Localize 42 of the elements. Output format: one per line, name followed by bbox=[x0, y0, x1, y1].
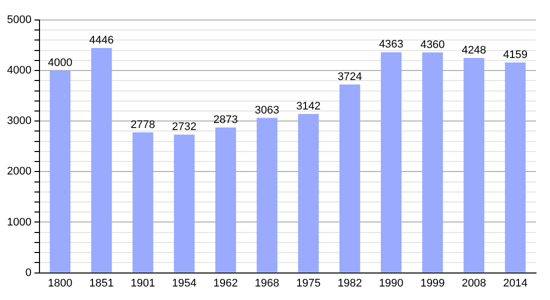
data-label: 2732 bbox=[172, 121, 197, 134]
data-label: 3063 bbox=[254, 104, 280, 116]
bar bbox=[298, 114, 319, 272]
bar bbox=[50, 70, 71, 272]
data-label: 2873 bbox=[213, 114, 238, 126]
data-label: 4446 bbox=[89, 34, 114, 47]
y-tick-label: 4000 bbox=[6, 64, 32, 77]
data-label: 4159 bbox=[503, 49, 528, 62]
data-label: 4000 bbox=[48, 57, 72, 70]
bar bbox=[380, 52, 402, 272]
x-tick-label: 1999 bbox=[420, 277, 445, 290]
data-label: 4248 bbox=[462, 44, 486, 57]
bar bbox=[504, 62, 526, 272]
x-tick-label: 1901 bbox=[130, 277, 156, 290]
bar bbox=[464, 58, 484, 272]
y-tick-label: 3000 bbox=[6, 115, 32, 128]
data-label: 3142 bbox=[296, 100, 321, 112]
data-label: 4363 bbox=[378, 38, 404, 51]
x-tick-label: 1982 bbox=[338, 277, 362, 290]
bar bbox=[215, 128, 236, 272]
x-tick-label: 1975 bbox=[296, 277, 321, 290]
bar bbox=[132, 132, 154, 272]
y-tick-label: 0 bbox=[25, 266, 32, 279]
y-tick-label: 1000 bbox=[6, 216, 32, 228]
bar bbox=[256, 118, 278, 272]
data-label: 2778 bbox=[130, 118, 156, 131]
x-tick-label: 1962 bbox=[213, 277, 238, 290]
x-tick-label: 1851 bbox=[89, 277, 114, 290]
y-tick-label: 2000 bbox=[6, 166, 32, 178]
x-tick-label: 1990 bbox=[378, 277, 404, 290]
bar bbox=[339, 84, 360, 272]
bar bbox=[422, 52, 443, 272]
data-label: 3724 bbox=[338, 71, 362, 84]
x-tick-label: 1968 bbox=[254, 277, 280, 290]
y-tick-label: 5000 bbox=[6, 14, 32, 26]
data-label: 4360 bbox=[420, 38, 445, 51]
x-tick-label: 1954 bbox=[172, 277, 197, 290]
x-tick-label: 2014 bbox=[503, 277, 528, 290]
bar bbox=[91, 48, 112, 272]
bar bbox=[174, 134, 195, 272]
x-tick-label: 2008 bbox=[462, 277, 486, 290]
x-tick-label: 1800 bbox=[48, 277, 72, 290]
